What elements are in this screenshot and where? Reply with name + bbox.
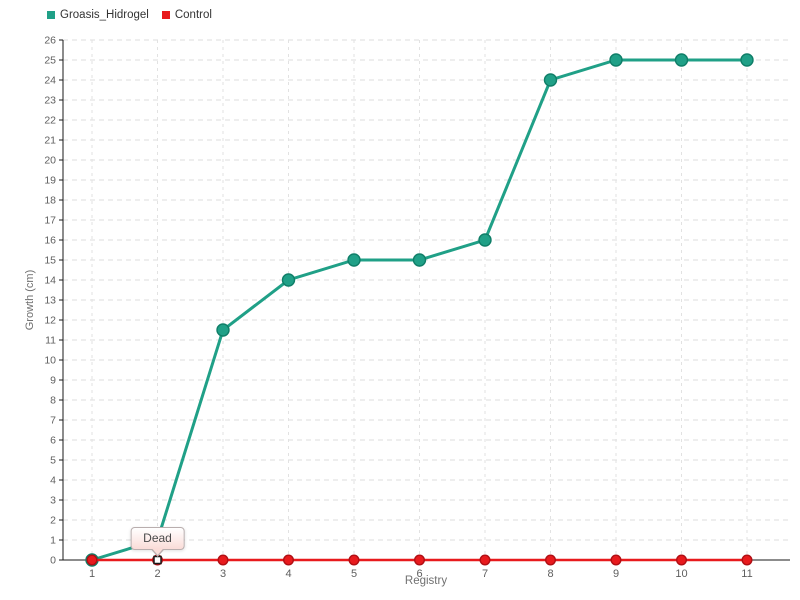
point-control-x7[interactable]	[479, 554, 491, 566]
x-tick-label: 9	[613, 568, 619, 580]
y-tick-label: 1	[50, 535, 56, 547]
y-tick-label: 2	[50, 515, 56, 527]
y-tick-label: 5	[50, 455, 56, 467]
y-tick-label: 25	[44, 55, 56, 67]
series-groasis_hidrogel	[85, 53, 754, 567]
point-groasis_hidrogel-x3[interactable]	[216, 323, 230, 337]
y-tick-label: 24	[44, 75, 56, 87]
x-tick-label: 11	[741, 568, 752, 580]
point-control-x6[interactable]	[414, 554, 426, 566]
legend-item-groasis_hidrogel[interactable]: Groasis_Hidrogel	[47, 9, 149, 21]
x-axis-title: Registry	[404, 575, 448, 587]
x-tick-label: 5	[351, 568, 357, 580]
x-tick-label: 7	[482, 568, 488, 580]
legend-item-control[interactable]: Control	[161, 9, 212, 21]
point-control-x8[interactable]	[545, 554, 557, 566]
tooltip-label: Dead	[143, 531, 172, 545]
point-groasis_hidrogel-x6[interactable]	[412, 253, 427, 267]
y-tick-label: 12	[44, 315, 56, 327]
y-tick-label: 10	[44, 355, 56, 367]
x-tick-label: 8	[547, 568, 553, 580]
y-tick-label: 22	[44, 115, 56, 127]
y-tick-label: 4	[50, 475, 56, 487]
y-tick-label: 6	[50, 435, 56, 447]
y-tick-label: 9	[50, 375, 56, 387]
point-groasis_hidrogel-x7[interactable]	[478, 233, 492, 247]
line-groasis_hidrogel	[91, 58, 747, 562]
x-tick-label: 6	[416, 568, 422, 580]
y-tick-label: 7	[50, 415, 56, 427]
y-axis-title: Growth (cm)	[24, 269, 36, 331]
y-tick-label: 16	[44, 235, 56, 247]
x-tick-label: 4	[285, 568, 291, 580]
y-tick-label: 13	[44, 295, 56, 307]
point-groasis_hidrogel-x10[interactable]	[674, 53, 689, 67]
y-tick-label: 18	[44, 195, 56, 207]
x-tick-label: 2	[154, 568, 160, 580]
legend-label: Control	[174, 9, 212, 21]
y-tick-label: 21	[44, 135, 56, 147]
legend-label: Groasis_Hidrogel	[60, 9, 149, 21]
point-control-x5[interactable]	[348, 554, 360, 566]
y-tick-label: 14	[44, 275, 56, 287]
point-control-x10[interactable]	[676, 554, 688, 566]
point-control-x11[interactable]	[741, 554, 753, 566]
y-tick-label: 3	[50, 495, 56, 507]
series-control	[86, 554, 753, 566]
legend-swatch-icon	[47, 11, 55, 19]
gridlines	[63, 39, 790, 560]
point-groasis_hidrogel-x5[interactable]	[347, 253, 361, 267]
y-tick-label: 20	[44, 155, 56, 167]
y-tick-label: 23	[44, 95, 56, 107]
y-tick-label: 0	[50, 555, 56, 567]
x-tick-label: 10	[675, 568, 687, 580]
point-control-x4[interactable]	[283, 554, 295, 566]
point-groasis_hidrogel-x4[interactable]	[281, 273, 296, 287]
y-tick-label: 11	[45, 335, 56, 347]
point-groasis_hidrogel-x9[interactable]	[609, 53, 623, 67]
legend: Groasis_Hidrogel Control	[47, 9, 212, 21]
point-control-x3[interactable]	[217, 554, 229, 566]
tooltip: Dead	[130, 527, 185, 557]
axes: 0123456789101112131415161718192021222324…	[44, 35, 790, 580]
y-tick-label: 17	[44, 215, 56, 227]
legend-swatch-icon	[161, 11, 170, 19]
point-groasis_hidrogel-x8[interactable]	[543, 73, 558, 87]
point-groasis_hidrogel-x11[interactable]	[740, 53, 754, 67]
y-tick-label: 15	[44, 255, 56, 267]
x-tick-label: 3	[220, 568, 226, 580]
selected-point-marker[interactable]	[153, 555, 162, 565]
point-control-x9[interactable]	[610, 554, 622, 566]
point-control-x1[interactable]	[86, 554, 98, 566]
x-tick-label: 1	[89, 568, 95, 580]
y-tick-label: 26	[44, 35, 56, 47]
y-tick-label: 8	[50, 395, 56, 407]
y-tick-label: 19	[44, 175, 56, 187]
